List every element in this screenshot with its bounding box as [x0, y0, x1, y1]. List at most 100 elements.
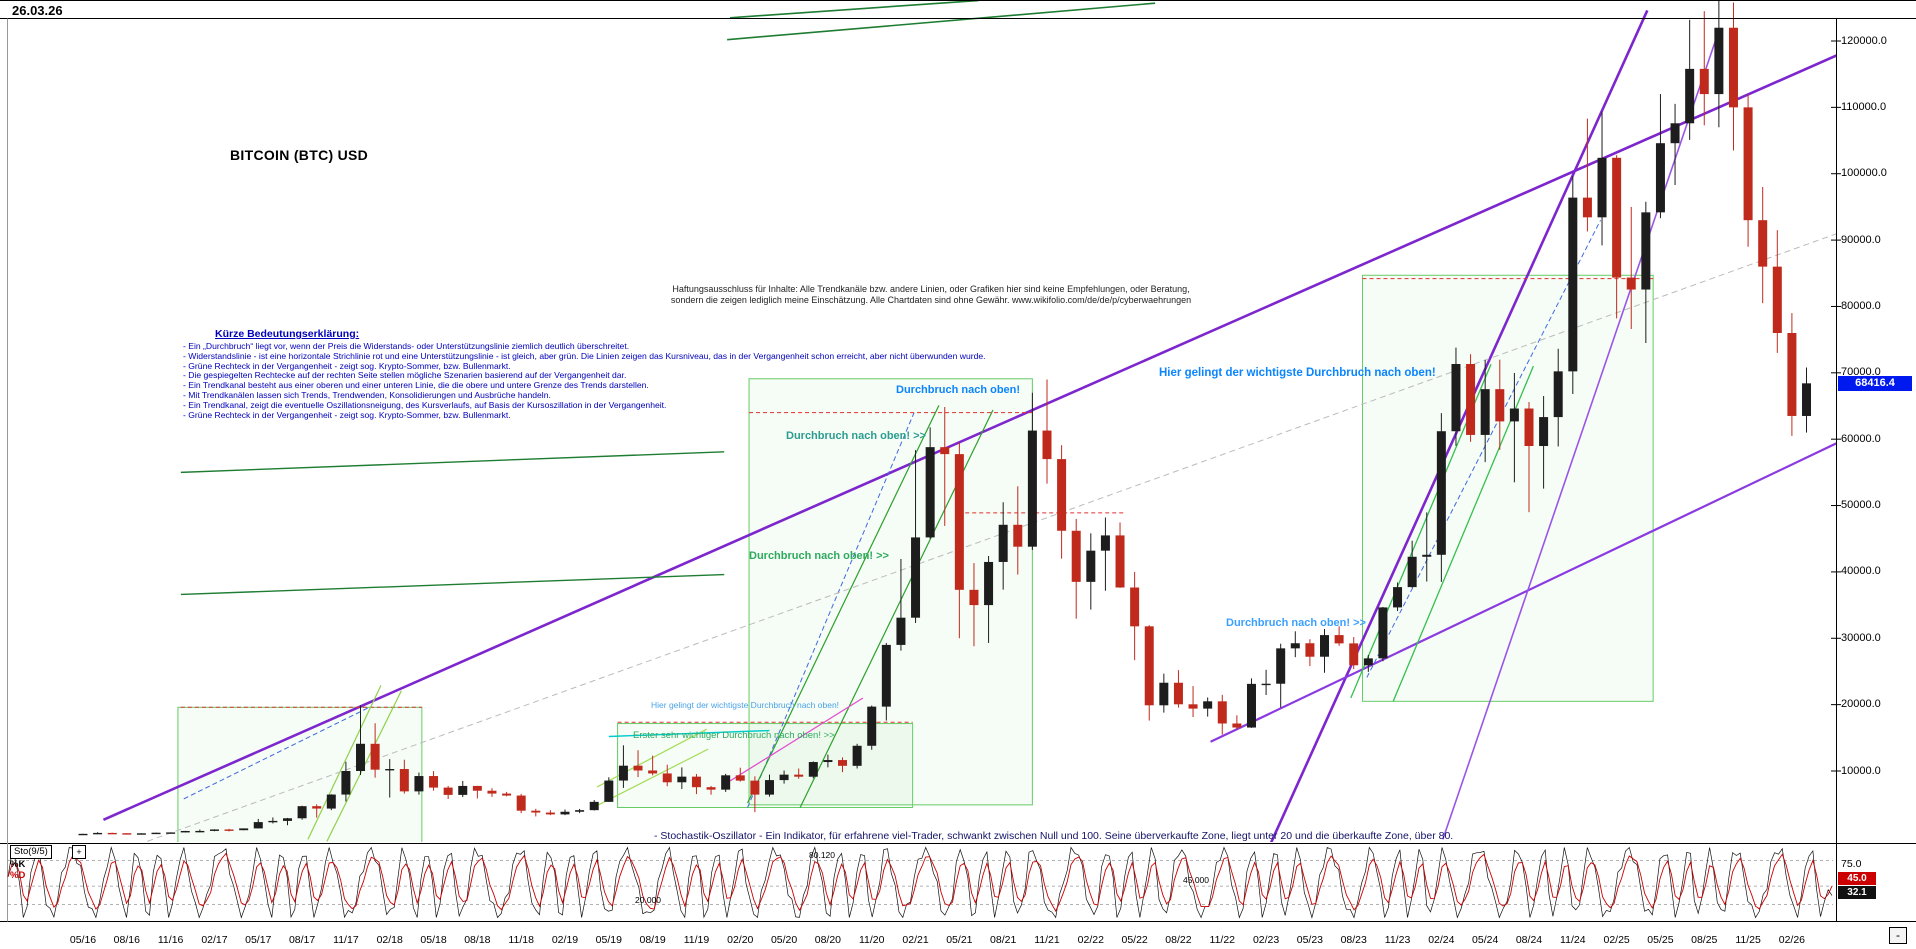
candle [1247, 684, 1256, 728]
candle [1685, 69, 1694, 123]
stochastic-d-line [8, 854, 1832, 912]
x-axis-label: 05/24 [1461, 934, 1509, 946]
candle [1232, 723, 1241, 727]
legend-line: - Grüne Rechteck in der Vergangenheit - … [183, 411, 1103, 421]
x-axis-label: 02/25 [1593, 934, 1641, 946]
candle [1072, 531, 1081, 582]
candle [79, 834, 88, 835]
x-axis-label: 08/16 [103, 934, 151, 946]
candle [108, 833, 117, 834]
candle [1554, 371, 1563, 417]
candle [195, 831, 204, 832]
x-axis-label: 11/22 [1198, 934, 1246, 946]
chart-annotation: Erster sehr wichtiger Durchbruch nach ob… [633, 730, 835, 741]
candle [1159, 683, 1168, 706]
x-axis-label: 02/20 [716, 934, 764, 946]
y-axis-label: 30000.0 [1841, 632, 1881, 644]
chart-annotation: Durchbruch nach oben! >> [749, 550, 889, 562]
candle [1671, 123, 1680, 143]
candle [225, 829, 234, 830]
x-axis-label: 05/23 [1286, 934, 1334, 946]
candle [634, 766, 643, 771]
trend-line [181, 575, 724, 595]
candle [707, 787, 716, 789]
candle [1378, 607, 1387, 658]
candle [926, 447, 935, 537]
x-axis-label: 11/18 [497, 934, 545, 946]
candle [940, 447, 949, 454]
chart-annotation: Durchbruch nach oben! >> [1226, 617, 1366, 629]
stochastic-k-label: %K [10, 859, 25, 870]
candle [853, 746, 862, 766]
legend-block: Kürze Bedeutungserklärung: - Ein „Durchb… [183, 328, 1103, 420]
y-axis-label: 110000.0 [1841, 101, 1886, 113]
candle [1422, 555, 1431, 557]
x-axis-label: 05/17 [234, 934, 282, 946]
x-axis-label: 02/19 [541, 934, 589, 946]
chart-annotation: Hier gelingt der wichtigste Durchbruch n… [1159, 367, 1436, 379]
candle [1189, 704, 1198, 708]
stochastic-level-label: 20.000 [635, 895, 661, 905]
candle [1714, 28, 1723, 94]
candle [955, 454, 964, 590]
stochastic-description: - Stochastik-Oszillator - Ein Indikator,… [654, 830, 1453, 842]
scenario-rect [178, 707, 422, 842]
candle [560, 812, 569, 815]
candle [984, 562, 993, 605]
legend-heading: Kürze Bedeutungserklärung: [215, 328, 1103, 340]
x-axis-label: 11/21 [1023, 934, 1071, 946]
trend-line [181, 452, 724, 473]
x-axis-label: 02/18 [366, 934, 414, 946]
candle [1130, 588, 1139, 627]
x-axis-label: 11/20 [848, 934, 896, 946]
y-axis-label: 90000.0 [1841, 234, 1881, 246]
scenario-rect [1362, 275, 1653, 701]
candle [93, 833, 102, 834]
x-axis-label: 08/23 [1330, 934, 1378, 946]
candle [1700, 69, 1709, 94]
candle [1057, 459, 1066, 531]
candle [546, 813, 555, 815]
candle [1086, 551, 1095, 582]
candle [444, 788, 453, 795]
x-axis-label: 02/23 [1242, 934, 1290, 946]
candle [487, 791, 496, 794]
candle [969, 590, 978, 605]
candle [1262, 684, 1271, 685]
candle [1013, 525, 1022, 547]
x-axis-label: 02/21 [892, 934, 940, 946]
chart-annotation: Durchbruch nach oben! >> [786, 430, 926, 442]
indicator-expand-button[interactable]: + [72, 845, 86, 859]
x-axis-label: 08/18 [453, 934, 501, 946]
candle [1437, 431, 1446, 555]
candle [400, 769, 409, 791]
x-axis-label: 02/17 [190, 934, 238, 946]
candle [371, 744, 380, 770]
stochastic-indicator-button[interactable]: Sto(9/5) [10, 845, 52, 859]
candle [1612, 158, 1621, 278]
candle [619, 766, 628, 781]
plot-area [79, 1, 1916, 844]
candle [1276, 648, 1285, 683]
x-axis-label: 05/18 [410, 934, 458, 946]
candle [298, 806, 307, 818]
x-axis-label: 05/20 [760, 934, 808, 946]
candle [1466, 364, 1475, 435]
candle [780, 775, 789, 780]
candle [1203, 701, 1212, 708]
candle [1028, 431, 1037, 547]
chart-annotation: Hier gelingt der wichtigste Durchbruch n… [651, 700, 839, 710]
stochastic-d-value-badge: 45.0 [1838, 872, 1876, 885]
trend-line [727, 3, 1155, 40]
x-axis-label: 11/16 [147, 934, 195, 946]
candle [750, 781, 759, 795]
y-axis-label: 50000.0 [1841, 499, 1881, 511]
stochastic-axis-label: 75.0 [1841, 858, 1861, 870]
candle [283, 818, 292, 821]
x-axis-label: 05/22 [1111, 934, 1159, 946]
candle [999, 525, 1008, 562]
stochastic-k-line [8, 848, 1832, 918]
x-axis-label: 02/22 [1067, 934, 1115, 946]
zoom-out-button[interactable]: - [1889, 927, 1907, 944]
candle [1598, 158, 1607, 218]
